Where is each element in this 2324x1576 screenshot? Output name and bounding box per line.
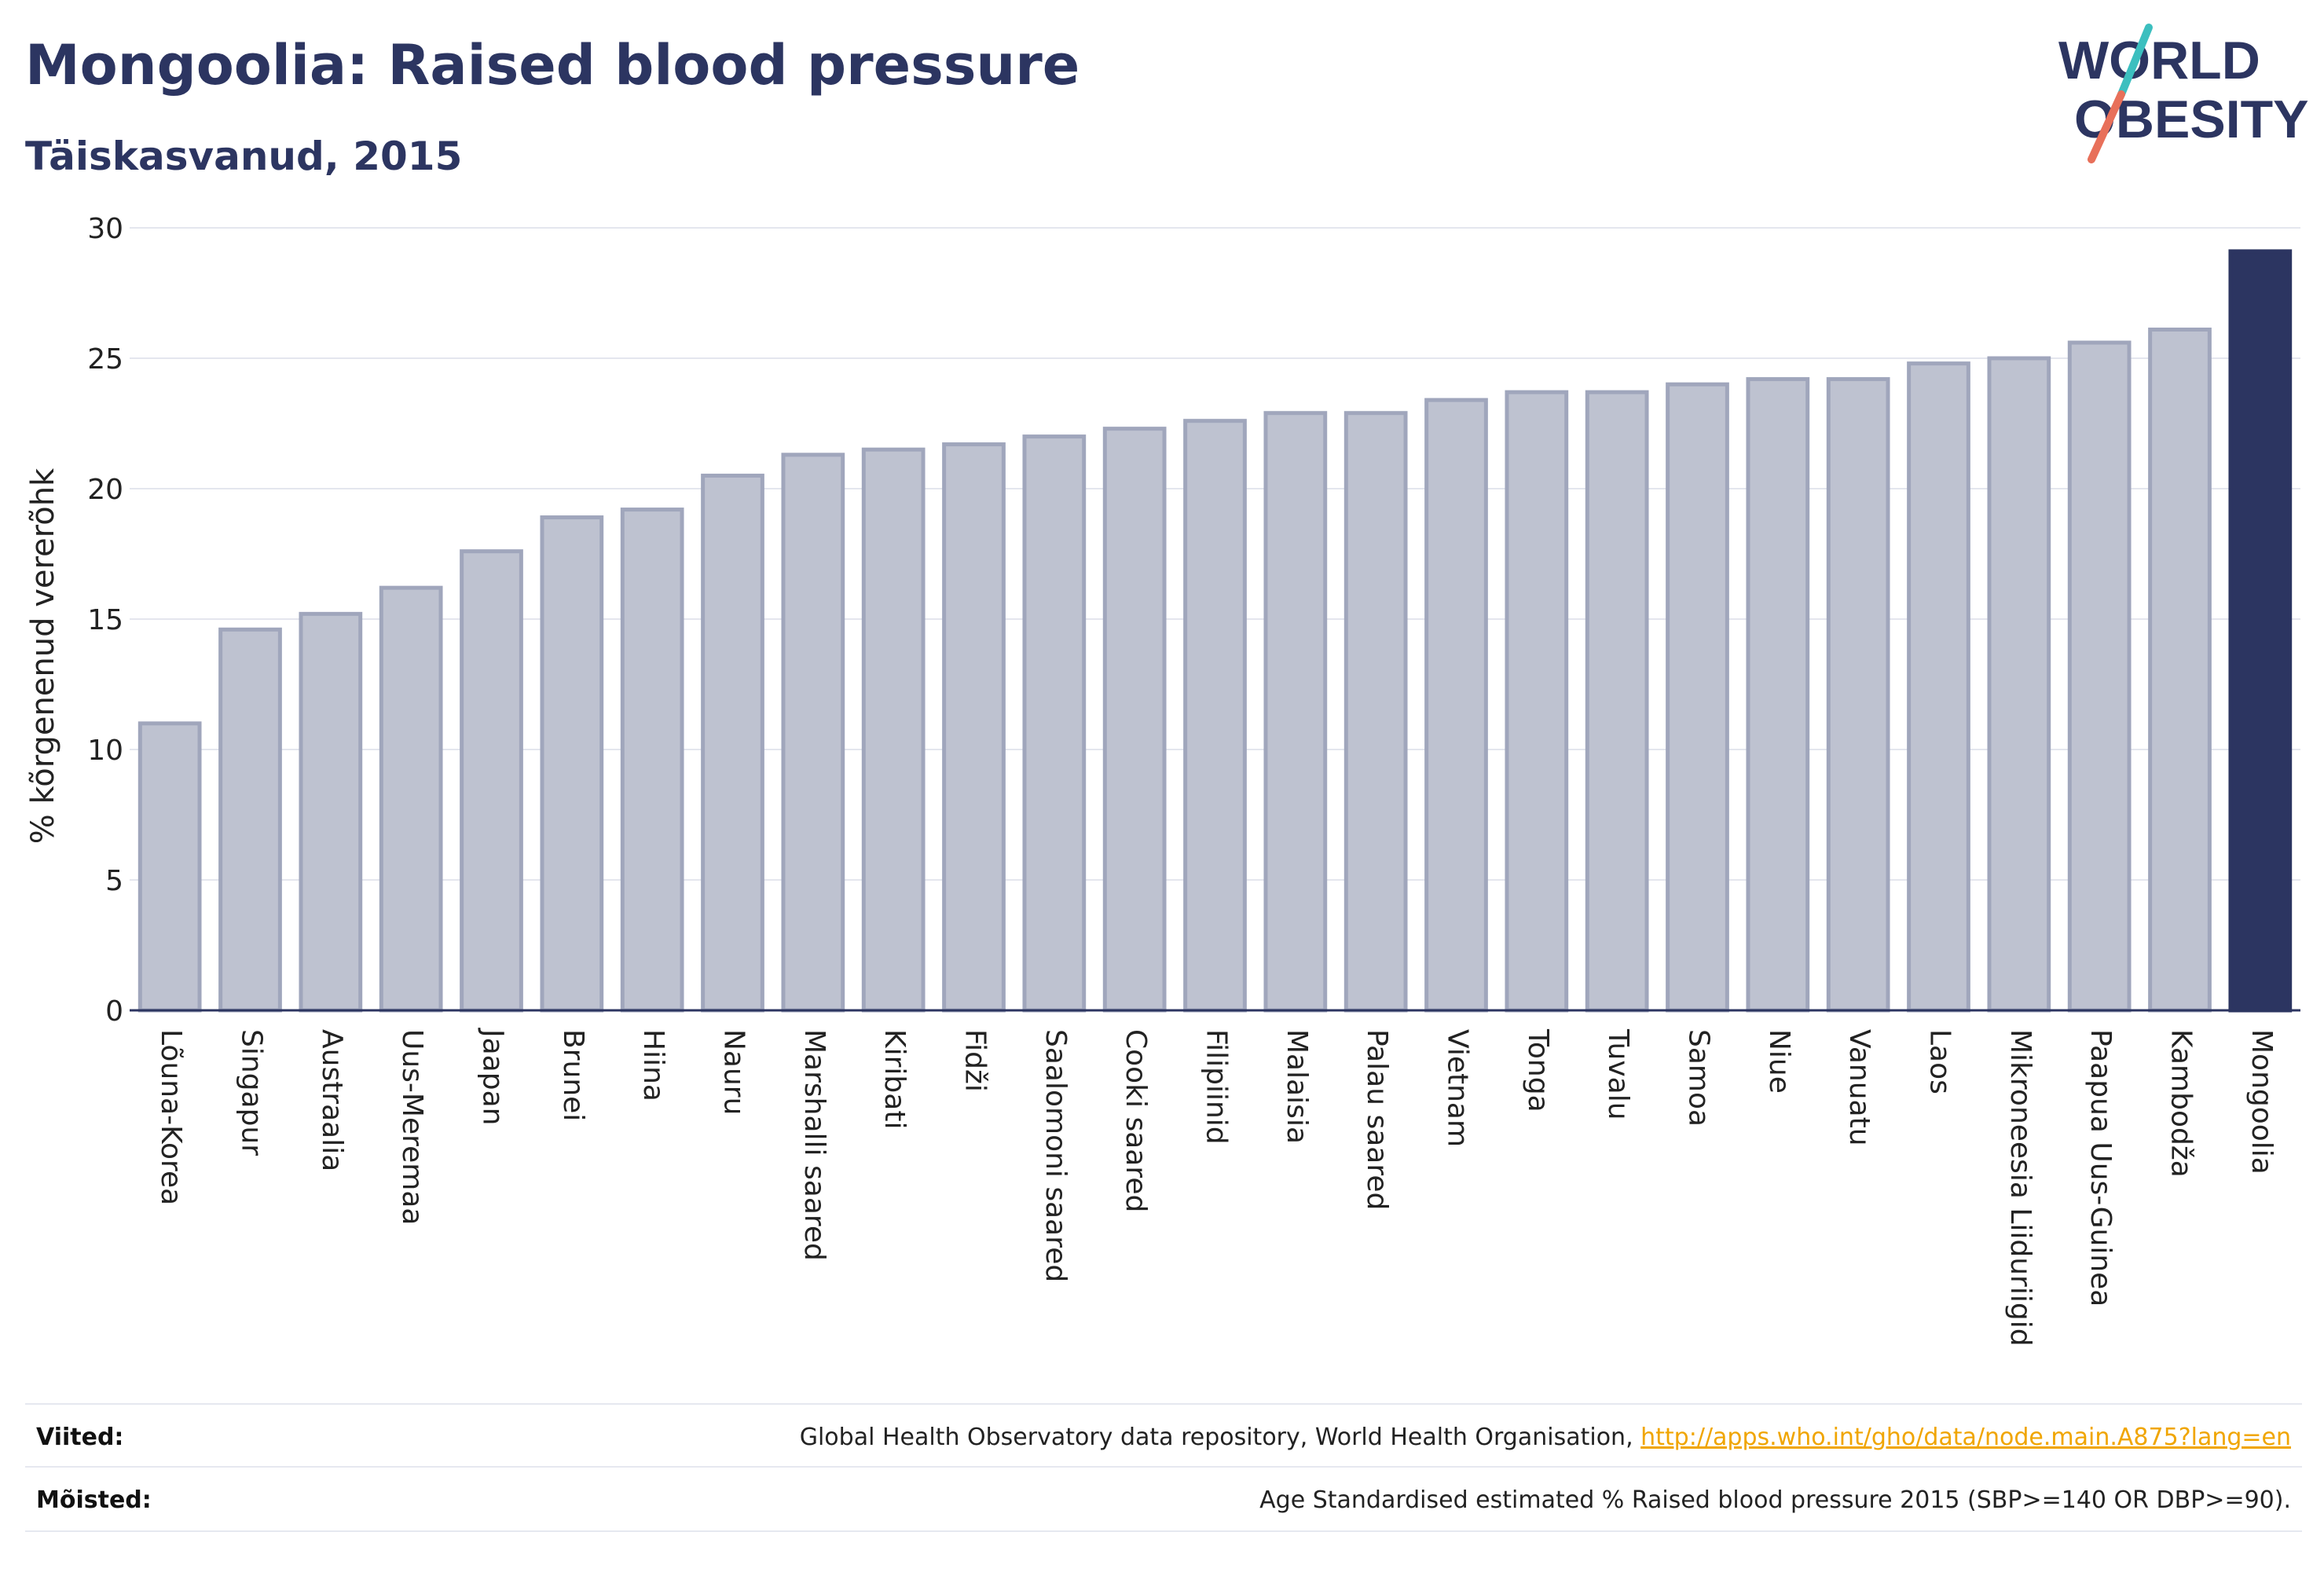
bar <box>1987 356 2051 1013</box>
bar-highlight <box>2228 249 2293 1013</box>
y-axis-label: % kõrgenenud vererõhk <box>25 467 61 844</box>
definitions-label: Mõisted: <box>36 1486 152 1514</box>
x-tick-label: Laos <box>1924 1029 1956 1094</box>
bar <box>460 549 523 1013</box>
bar <box>1263 411 1328 1013</box>
y-tick-label: 15 <box>87 604 123 636</box>
x-tick-label: Saalomoni saared <box>1039 1029 1072 1282</box>
bar <box>1102 427 1167 1013</box>
bar <box>1424 398 1488 1013</box>
logo-slash-bottom <box>2088 90 2125 163</box>
x-tick-label: Niue <box>1763 1029 1795 1094</box>
bar <box>781 453 845 1013</box>
y-tick-labels: 0 5 10 15 20 25 30 <box>87 213 123 1028</box>
bar <box>620 508 684 1013</box>
x-tick-label: Marshalli saared <box>798 1029 830 1261</box>
bar <box>299 611 363 1013</box>
bar <box>1585 390 1649 1013</box>
x-tick-label: Tuvalu <box>1602 1028 1634 1120</box>
definitions-row: Mõisted: Age Standardised estimated % Ra… <box>25 1466 2302 1532</box>
logo-slash-top <box>2117 24 2153 98</box>
x-tick-label: Lõuna-Korea <box>155 1029 187 1205</box>
chart-subtitle: Täiskasvanud, 2015 <box>25 134 463 179</box>
bar <box>861 447 926 1013</box>
x-tick-label: Vanuatu <box>1843 1029 1875 1146</box>
definitions-value: Age Standardised estimated % Raised bloo… <box>1259 1486 2291 1514</box>
bar <box>2067 340 2132 1013</box>
x-tick-label: Paapua Uus-Guinea <box>2084 1029 2117 1307</box>
bar <box>1746 377 1810 1013</box>
x-tick-label: Cooki saared <box>1120 1029 1152 1212</box>
chart-title: Mongoolia: Raised blood pressure <box>25 33 1080 97</box>
x-tick-label: Hiina <box>637 1029 669 1101</box>
sources-value: Global Health Observatory data repositor… <box>800 1424 2291 1451</box>
x-tick-label: Uus-Meremaa <box>396 1029 428 1225</box>
x-tick-label: Jaapan <box>477 1028 509 1125</box>
sources-text: Global Health Observatory data repositor… <box>799 1424 1641 1451</box>
x-tick-label: Austraalia <box>316 1029 348 1171</box>
bar <box>942 442 1006 1013</box>
y-tick-label: 25 <box>87 343 123 376</box>
bar <box>137 721 202 1013</box>
y-tick-label: 30 <box>87 213 123 245</box>
x-tick-label: Mikroneesia Liiduriigid <box>2004 1029 2036 1347</box>
bar <box>1183 419 1247 1013</box>
sources-label: Viited: <box>36 1424 124 1451</box>
x-tick-label: Kambodža <box>2165 1029 2198 1178</box>
sources-row: Viited: Global Health Observatory data r… <box>25 1403 2302 1468</box>
y-tick-label: 10 <box>87 735 123 767</box>
bar <box>2148 327 2212 1013</box>
bar <box>218 627 282 1013</box>
y-tick-label: 5 <box>105 865 123 897</box>
bar <box>540 515 604 1013</box>
bar <box>1022 434 1087 1013</box>
x-tick-label: Samoa <box>1683 1029 1715 1127</box>
world-obesity-logo: WORLD OBESITY <box>2058 24 2309 163</box>
bar <box>1343 411 1408 1013</box>
x-tick-label: Kiribati <box>878 1029 911 1129</box>
x-tick-labels: Lõuna-Korea Singapur Austraalia Uus-Meremaa… <box>155 1028 2278 1347</box>
x-tick-label: Singapur <box>236 1029 268 1156</box>
y-tick-label: 0 <box>105 995 123 1028</box>
x-tick-label: Brunei <box>557 1029 589 1121</box>
x-tick-label: Mongoolia <box>2245 1029 2278 1175</box>
bar <box>1907 361 1970 1013</box>
x-tick-label: Filipiinid <box>1200 1029 1233 1145</box>
bar <box>1666 382 1729 1013</box>
bar <box>1505 390 1569 1013</box>
bar <box>1826 377 1890 1013</box>
bar-chart: 0 5 10 15 20 25 30 Lõuna-Korea Singapur Austraal… <box>25 213 2300 1347</box>
x-tick-label: Malaisia <box>1281 1029 1313 1144</box>
logo-line1: WORLD <box>2058 31 2260 90</box>
x-tick-label: Fidži <box>959 1029 992 1092</box>
y-tick-label: 20 <box>87 474 123 506</box>
bar <box>701 473 764 1013</box>
bar <box>379 585 443 1013</box>
x-tick-label: Nauru <box>718 1029 750 1115</box>
x-tick-label: Vietnam <box>1442 1029 1474 1147</box>
x-tick-label: Palau saared <box>1361 1029 1393 1210</box>
bars-layer <box>137 249 2293 1013</box>
x-tick-label: Tonga <box>1522 1028 1554 1112</box>
sources-link[interactable]: http://apps.who.int/gho/data/node.main.A… <box>1640 1424 2291 1451</box>
